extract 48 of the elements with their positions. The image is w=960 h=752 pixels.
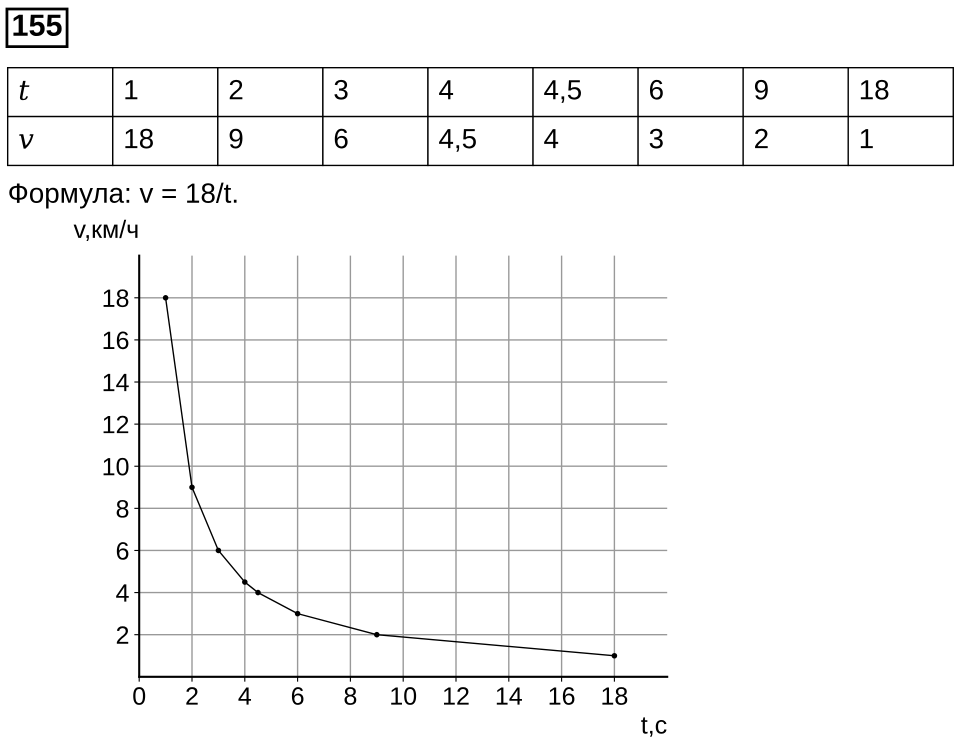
point <box>216 548 222 554</box>
x-tick-label: 8 <box>344 687 356 705</box>
x-tick-label: 12 <box>444 687 469 705</box>
point <box>374 632 380 638</box>
x-tick-label: 16 <box>550 687 574 705</box>
text: 4,5 <box>544 80 581 103</box>
y-tick-label: 8 <box>116 500 128 518</box>
y-tick-label: 6 <box>116 542 128 560</box>
y-tick-label: 12 <box>104 416 128 434</box>
y-tick-label: 10 <box>104 458 129 476</box>
text: 4,5 <box>439 129 476 152</box>
x-axis-title: t,c <box>641 717 667 737</box>
y-tick-label: 2 <box>116 626 128 644</box>
point <box>612 652 618 659</box>
text: 2 <box>230 80 242 100</box>
text: 2 <box>755 128 768 148</box>
point <box>162 295 168 301</box>
text: 4 <box>439 80 454 100</box>
text: v <box>19 134 34 149</box>
y-tick-label: 16 <box>104 332 128 350</box>
x-tick-label: 2 <box>186 687 198 705</box>
y-tick-label: 18 <box>104 289 128 308</box>
x-tick-label: 6 <box>292 687 304 705</box>
text: 3 <box>334 80 348 100</box>
x-tick-label: 14 <box>496 687 522 705</box>
y-tick-label: 4 <box>116 584 129 602</box>
text: 4 <box>544 129 558 148</box>
point <box>255 590 261 596</box>
text: 6 <box>650 80 663 100</box>
point <box>294 610 300 616</box>
x-tick-label: 4 <box>238 687 252 705</box>
x-tick-label: 10 <box>391 687 416 705</box>
text: 6 <box>334 128 348 148</box>
x-tick-label: 18 <box>602 687 628 705</box>
text: 155 <box>13 14 62 36</box>
text: 9 <box>230 128 242 148</box>
x-tick-label: 0 <box>133 687 146 705</box>
point <box>242 579 248 585</box>
text: 18 <box>860 80 888 100</box>
text: 9 <box>754 80 768 100</box>
point <box>189 484 195 490</box>
text: 1 <box>125 80 138 100</box>
y-axis-title: v,км/ч <box>74 220 138 242</box>
text: t <box>20 80 30 100</box>
text: 3 <box>650 128 663 148</box>
text: Формула: v = 18/t. <box>9 182 237 208</box>
text: 1 <box>860 129 873 148</box>
y-tick-label: 14 <box>104 374 129 392</box>
